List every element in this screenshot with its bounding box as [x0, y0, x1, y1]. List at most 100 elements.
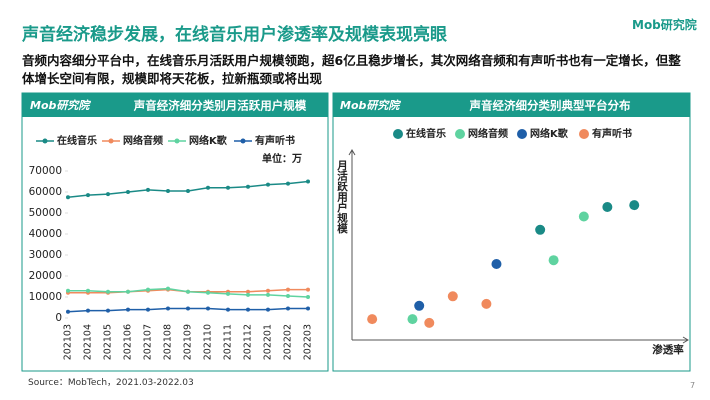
data-point: [286, 181, 290, 186]
data-point: [306, 306, 310, 311]
x-tick-label: 202107: [143, 324, 154, 360]
legend-label: 有声听书: [592, 127, 632, 140]
data-point: [266, 307, 270, 312]
data-point: [246, 292, 250, 297]
data-point: [106, 192, 110, 197]
x-tick-label: 202104: [83, 324, 94, 360]
series-line: [68, 287, 309, 298]
data-point: [286, 293, 290, 298]
unit-label: 单位：万: [262, 152, 302, 165]
x-tick-label: 202106: [123, 324, 134, 360]
data-point: [226, 291, 230, 296]
header-logo: Mob研究院: [340, 99, 401, 112]
subtitle: 音频内容细分平台中，在线音乐月活跃用户规模领跑，超6亿且稳步增长，其次网络音频和…: [22, 53, 681, 86]
header-logo: Mob研究院: [30, 99, 91, 112]
legend-label: 网络K歌: [530, 127, 569, 140]
data-point: [126, 289, 130, 294]
data-point: [126, 289, 130, 294]
data-point: [447, 291, 458, 302]
data-point: [146, 287, 150, 292]
data-point: [66, 309, 70, 314]
y-tick-label: 0: [55, 312, 62, 324]
x-tick-label: 202202: [283, 324, 294, 360]
y-tick-label: 20000: [29, 270, 62, 282]
x-tick-label: 202108: [163, 324, 174, 360]
data-point: [246, 289, 250, 294]
legend-swatch: [455, 129, 465, 139]
legend-label: 有声听书: [255, 134, 295, 147]
left-header: [22, 93, 328, 117]
data-point: [186, 289, 190, 294]
x-tick-label: 202112: [243, 324, 254, 360]
data-point: [414, 300, 425, 311]
data-point: [266, 288, 270, 293]
x-tick-label: 202109: [183, 324, 194, 360]
y-axis-label: 月活跃用户规模: [336, 160, 348, 234]
legend-swatch: [393, 129, 403, 139]
data-point: [306, 295, 310, 299]
data-point: [424, 317, 435, 328]
data-point: [226, 185, 230, 190]
data-point: [548, 255, 559, 266]
legend-swatch: [174, 138, 180, 144]
right-header: [333, 93, 690, 117]
x-tick-label: 202110: [203, 324, 214, 360]
data-point: [246, 184, 250, 189]
data-point: [226, 289, 230, 294]
data-point: [286, 287, 290, 292]
data-point: [106, 290, 110, 295]
x-tick-label: 202203: [303, 324, 314, 360]
data-point: [206, 185, 210, 190]
x-tick-label: 202105: [103, 324, 114, 360]
data-point: [146, 187, 150, 192]
data-point: [186, 188, 190, 193]
y-tick-label: 60000: [29, 186, 62, 198]
data-point: [146, 288, 150, 293]
axis-arrow: [682, 336, 689, 344]
source: Source：MobTech，2021.03-2022.03: [28, 378, 194, 388]
y-tick-label: 70000: [29, 165, 62, 177]
right-panel: [332, 92, 691, 372]
legend-label: 网络K歌: [189, 134, 228, 147]
y-tick-label: 50000: [29, 207, 62, 219]
series-line: [67, 180, 309, 198]
data-point: [126, 307, 130, 312]
chart-title: 声音经济细分类别月活跃用户规模: [133, 99, 307, 113]
data-point: [206, 289, 210, 294]
x-tick-label: 202111: [223, 324, 234, 360]
legend-label: 在线音乐: [406, 127, 446, 140]
data-point: [306, 179, 310, 184]
data-point: [186, 306, 190, 311]
data-point: [602, 202, 613, 212]
data-point: [286, 306, 290, 311]
data-point: [226, 307, 230, 312]
data-point: [186, 289, 190, 294]
data-point: [491, 259, 502, 269]
y-tick-label: 10000: [29, 291, 62, 303]
data-point: [407, 314, 418, 325]
data-point: [66, 290, 70, 295]
legend-swatch: [240, 138, 246, 144]
x-tick-label: 202103: [63, 324, 74, 360]
x-axis-label: 渗透率: [652, 343, 684, 356]
data-point: [246, 307, 250, 312]
data-point: [86, 308, 90, 313]
data-point: [629, 200, 640, 211]
data-point: [206, 290, 210, 295]
legend-label: 在线音乐: [57, 134, 97, 147]
data-point: [86, 290, 90, 295]
page-number: 7: [690, 381, 696, 390]
chart-title: 声音经济细分类别典型平台分布: [469, 99, 631, 113]
data-point: [206, 306, 210, 311]
data-point: [266, 182, 270, 187]
axis-arrow: [348, 149, 356, 156]
legend-swatch: [579, 129, 589, 139]
data-point: [166, 287, 170, 292]
logo: Mob研究院: [632, 18, 697, 32]
legend-label: 网络音频: [123, 134, 163, 147]
data-point: [86, 288, 90, 293]
data-point: [578, 211, 589, 222]
data-point: [66, 195, 70, 200]
data-point: [166, 188, 170, 193]
